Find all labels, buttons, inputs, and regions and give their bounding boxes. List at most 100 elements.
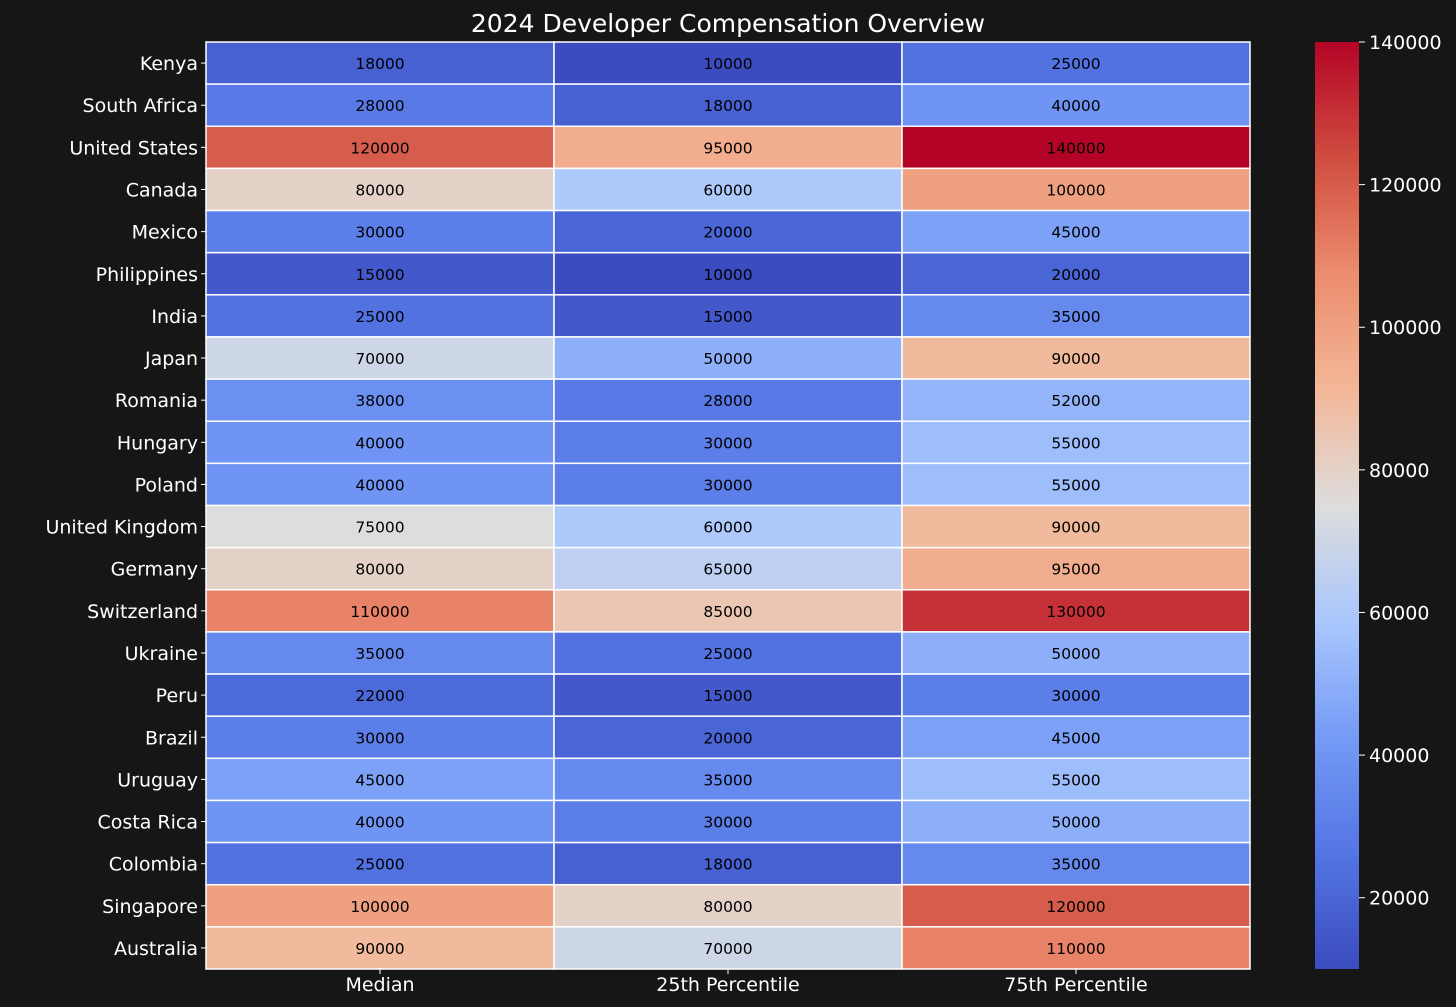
row-label: Romania [115,390,198,412]
heatmap-cell [901,546,1251,591]
cell-value-label: 40000 [355,476,404,494]
cell-value-label: 18000 [703,856,752,874]
heatmap-cell [901,336,1251,380]
cell-value-label: 55000 [1051,771,1100,789]
row-label: Brazil [145,727,198,749]
cell-value-label: 35000 [1051,308,1100,326]
heatmap-cell [901,420,1251,465]
cell-value-label: 18000 [703,97,752,115]
cell-value-label: 90000 [355,940,404,958]
heatmap-cell [205,883,555,928]
heatmap-cell [553,799,903,844]
heatmap-cell [553,420,903,465]
cell-value-label: 52000 [1051,392,1100,410]
cell-value-label: 45000 [1051,224,1100,242]
cell-value-label: 15000 [355,266,404,284]
cell-value-label: 130000 [1046,603,1105,621]
heatmap-cell [205,167,555,212]
row-label: United States [69,137,198,159]
cell-value-label: 25000 [703,645,752,663]
cell-value-label: 30000 [703,814,752,832]
cell-value-label: 15000 [703,308,752,326]
heatmap-cell [205,589,555,633]
row-label: Uruguay [117,769,198,791]
heatmap-cell [901,462,1251,507]
heatmap-cell [205,462,555,507]
row-label: Australia [114,938,198,960]
colorbar-tick-label: 140000 [1369,32,1442,54]
cell-value-label: 38000 [355,392,404,410]
row-labels: Kenya South Africa United States Canada Mexi… [45,53,206,960]
colorbar-tick-label: 100000 [1369,317,1442,339]
cell-value-label: 35000 [1051,856,1100,874]
heatmap-cell [553,125,903,170]
cell-value-label: 15000 [703,687,752,705]
row-label: Peru [156,685,198,707]
heatmap-cell [205,41,555,85]
row-label: India [151,306,198,328]
cell-value-label: 30000 [703,476,752,494]
heatmap-cell [553,336,903,380]
heatmap-cell [553,41,903,85]
cell-value-label: 40000 [1051,97,1100,115]
heatmap-cell [901,41,1251,85]
cell-value-label: 85000 [703,603,752,621]
heatmap-cell [553,209,903,254]
heatmap-cell [901,83,1251,128]
row-label: Poland [135,474,198,496]
heatmap-cell [553,841,903,886]
cell-value-label: 45000 [355,771,404,789]
heatmap-cell [205,631,555,675]
heatmap-cell [901,926,1251,970]
cell-value-label: 50000 [703,350,752,368]
cell-value-label: 95000 [1051,561,1100,579]
column-label: 25th Percentile [656,974,799,996]
cell-value-label: 45000 [1051,729,1100,747]
heatmap-cells: 18000 10000 25000 28000 18000 40000 120000 9500… [205,41,1251,970]
heatmap-cell [205,294,555,338]
colorbar-tick-label: 40000 [1369,745,1429,767]
cell-value-label: 28000 [355,97,404,115]
row-label: United Kingdom [45,517,198,539]
colorbar-tick-label: 60000 [1369,602,1429,624]
row-label: Singapore [102,896,198,918]
cell-value-label: 75000 [355,519,404,537]
cell-value-label: 90000 [1051,519,1100,537]
heatmap-cell [901,167,1251,212]
row-label: Canada [126,179,198,201]
colorbar-gradient [1315,42,1359,969]
cell-value-label: 25000 [355,856,404,874]
heatmap-cell [205,546,555,591]
colorbar-tick-label: 120000 [1369,175,1442,197]
heatmap-cell [901,251,1251,296]
cell-value-label: 110000 [1046,940,1105,958]
heatmap-cell [901,294,1251,338]
colorbar-tick-label: 80000 [1369,460,1429,482]
cell-value-label: 20000 [703,729,752,747]
heatmap-cell [205,673,555,717]
cell-value-label: 28000 [703,392,752,410]
cell-value-label: 65000 [703,561,752,579]
heatmap-cell [901,715,1251,760]
cell-value-label: 30000 [355,729,404,747]
cell-value-label: 40000 [355,814,404,832]
colorbar-ticks: 20000 40000 60000 80000 100000 120000 140000 [1359,32,1442,910]
cell-value-label: 80000 [355,181,404,199]
row-label: Mexico [132,222,198,244]
chart-title: 2024 Developer Compensation Overview [471,9,985,38]
heatmap-cell [553,294,903,338]
heatmap-cell [553,251,903,296]
cell-value-label: 95000 [703,139,752,157]
row-label: Ukraine [125,643,198,665]
cell-value-label: 30000 [703,434,752,452]
cell-value-label: 70000 [703,940,752,958]
row-label: Kenya [140,53,198,75]
heatmap-cell [553,673,903,717]
cell-value-label: 55000 [1051,434,1100,452]
cell-value-label: 100000 [1046,181,1105,199]
heatmap-cell [901,631,1251,675]
heatmap-cell [901,673,1251,717]
row-label: South Africa [83,95,198,117]
heatmap-cell [553,757,903,802]
row-label: Costa Rica [98,812,199,834]
